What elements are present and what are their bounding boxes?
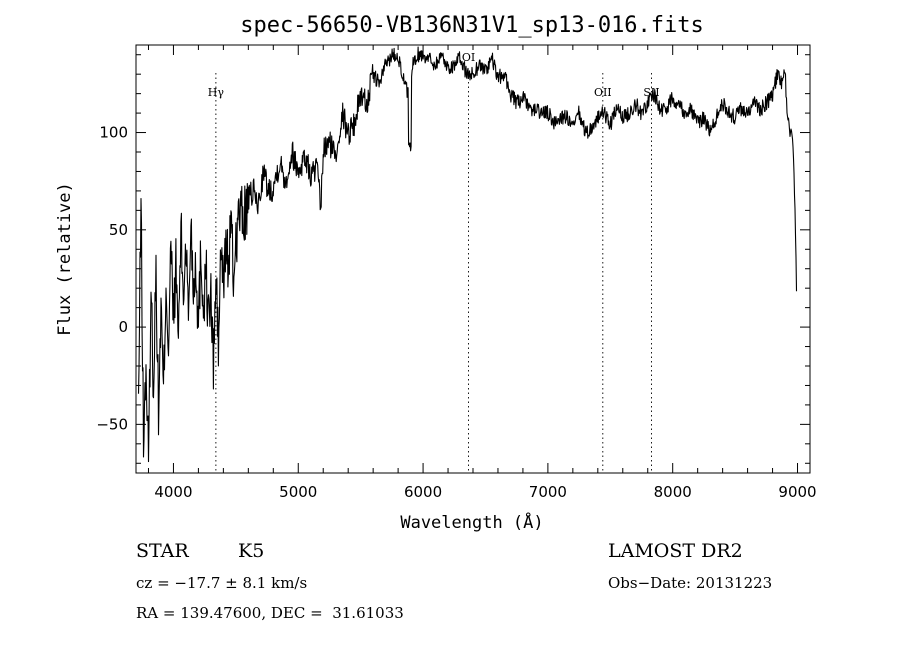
x-tick-label: 9000 [778, 483, 816, 501]
x-tick-label: 5000 [279, 483, 317, 501]
y-axis-label: Flux (relative) [55, 182, 75, 336]
object-type: STAR [136, 540, 189, 562]
x-tick-label: 6000 [404, 483, 442, 501]
x-axis-label: Wavelength (Å) [400, 511, 543, 533]
y-tick-label: 50 [109, 221, 128, 239]
obs-date-text: Obs−Date: 20131223 [608, 574, 773, 592]
y-tick-label: 100 [99, 124, 128, 142]
redshift-text: cz = −17.7 ± 8.1 km/s [136, 574, 308, 592]
spectral-line-label: OII [594, 86, 612, 99]
x-tick-label: 7000 [529, 483, 567, 501]
survey-name: LAMOST DR2 [608, 540, 743, 562]
spectral-line-label: Hγ [208, 86, 225, 99]
spectral-subclass: K5 [238, 540, 265, 562]
coordinates-text: RA = 139.47600, DEC = 31.61033 [136, 604, 404, 622]
y-tick-label: −50 [96, 415, 128, 433]
y-tick-label: 0 [118, 318, 128, 336]
x-tick-label: 4000 [154, 483, 192, 501]
chart-title: spec-56650-VB136N31V1_sp13-016.fits [240, 13, 704, 38]
spectral-line-label: OI [462, 51, 475, 64]
x-tick-label: 8000 [654, 483, 692, 501]
tick-layer: 4000 5000 6000 7000 8000 9000 −50 0 50 100 [96, 45, 817, 501]
spectrum-line [137, 46, 798, 463]
